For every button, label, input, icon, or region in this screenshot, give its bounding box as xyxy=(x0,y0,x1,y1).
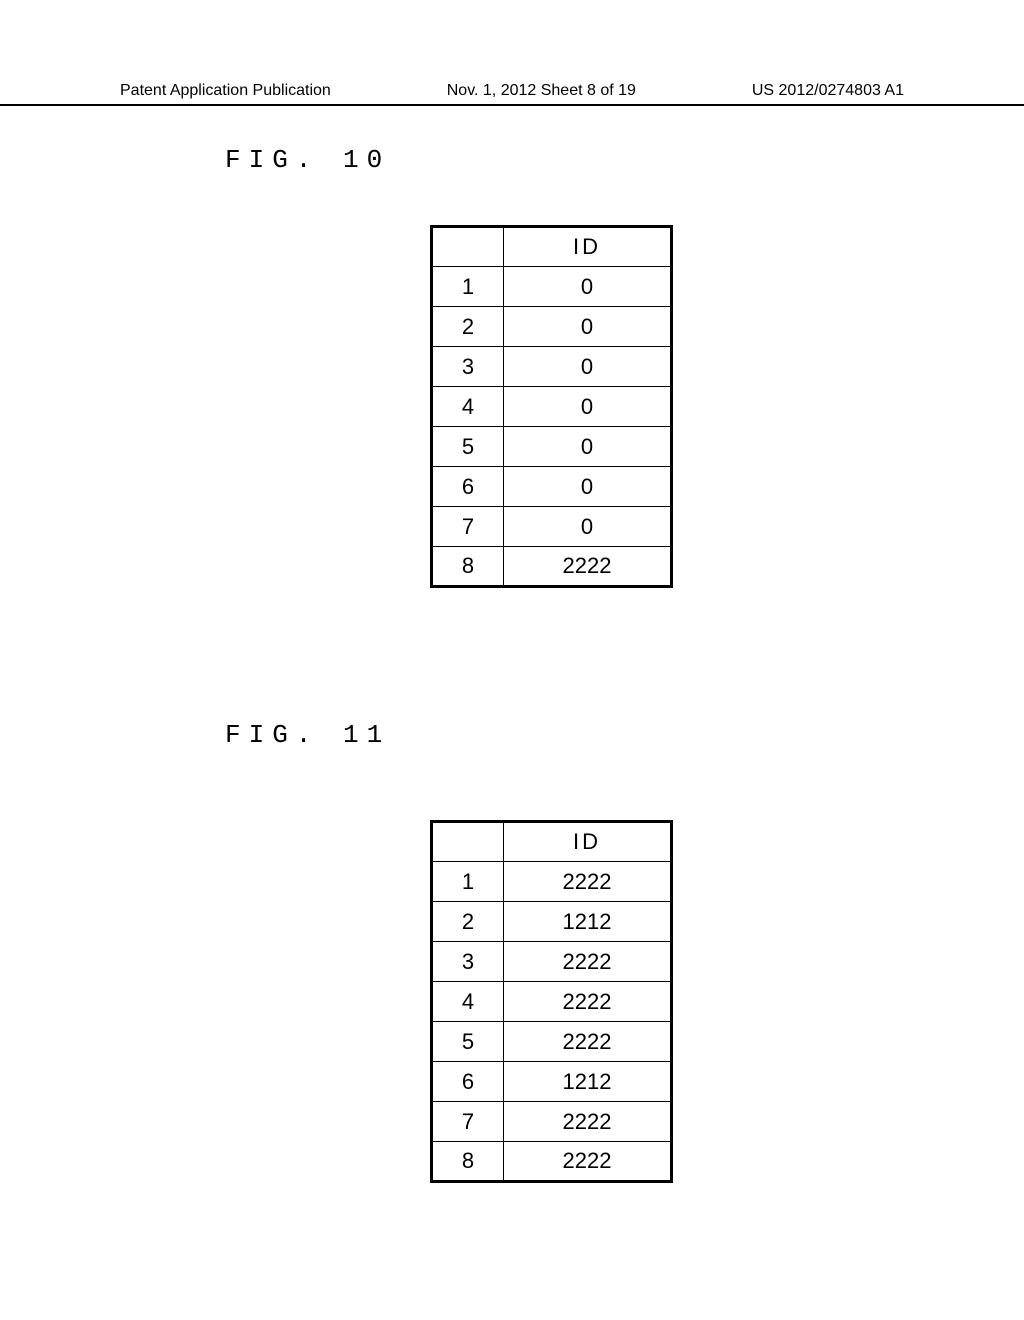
table-cell-index: 5 xyxy=(432,1022,504,1062)
figure-11-label: FIG. 11 xyxy=(225,720,390,750)
table-row: 4 0 xyxy=(432,387,672,427)
table-cell-id: 0 xyxy=(504,507,672,547)
table-cell-id: 1212 xyxy=(504,902,672,942)
table-cell-id: 0 xyxy=(504,347,672,387)
table-cell-index: 2 xyxy=(432,307,504,347)
table-header-index xyxy=(432,227,504,267)
table-cell-index: 8 xyxy=(432,1142,504,1182)
page-header: Patent Application Publication Nov. 1, 2… xyxy=(0,82,1024,106)
table-cell-index: 1 xyxy=(432,267,504,307)
table-header-id: ID xyxy=(504,227,672,267)
table-cell-id: 0 xyxy=(504,387,672,427)
table-row: 5 0 xyxy=(432,427,672,467)
table-cell-index: 5 xyxy=(432,427,504,467)
table-cell-index: 8 xyxy=(432,547,504,587)
table-row: 8 2222 xyxy=(432,1142,672,1182)
table-row: 8 2222 xyxy=(432,547,672,587)
table-cell-id: 2222 xyxy=(504,862,672,902)
header-patent-number: US 2012/0274803 A1 xyxy=(752,82,904,100)
table-row: 2 1212 xyxy=(432,902,672,942)
table-cell-id: 2222 xyxy=(504,1142,672,1182)
table-cell-id: 2222 xyxy=(504,942,672,982)
header-publication: Patent Application Publication xyxy=(120,82,331,100)
table-header-index xyxy=(432,822,504,862)
table-cell-id: 2222 xyxy=(504,1102,672,1142)
table-cell-index: 4 xyxy=(432,387,504,427)
figure-10-label: FIG. 10 xyxy=(225,145,390,175)
table-header-row: ID xyxy=(432,227,672,267)
table-cell-index: 3 xyxy=(432,942,504,982)
table-row: 2 0 xyxy=(432,307,672,347)
header-date-sheet: Nov. 1, 2012 Sheet 8 of 19 xyxy=(447,82,636,100)
table-cell-id: 2222 xyxy=(504,547,672,587)
table-cell-id: 0 xyxy=(504,267,672,307)
table-cell-index: 4 xyxy=(432,982,504,1022)
table-row: 3 2222 xyxy=(432,942,672,982)
table-cell-index: 1 xyxy=(432,862,504,902)
table-cell-index: 6 xyxy=(432,1062,504,1102)
table-cell-index: 3 xyxy=(432,347,504,387)
table-cell-id: 0 xyxy=(504,307,672,347)
table-cell-index: 7 xyxy=(432,1102,504,1142)
table-row: 3 0 xyxy=(432,347,672,387)
table-row: 1 2222 xyxy=(432,862,672,902)
table-row: 6 0 xyxy=(432,467,672,507)
table-header-row: ID xyxy=(432,822,672,862)
table-row: 7 0 xyxy=(432,507,672,547)
table-row: 6 1212 xyxy=(432,1062,672,1102)
table-cell-id: 2222 xyxy=(504,1022,672,1062)
table-row: 1 0 xyxy=(432,267,672,307)
table-row: 7 2222 xyxy=(432,1102,672,1142)
table-cell-id: 2222 xyxy=(504,982,672,1022)
table-cell-id: 0 xyxy=(504,467,672,507)
figure-11-table: ID 1 2222 2 1212 3 2222 4 2222 5 2222 6 … xyxy=(430,820,673,1183)
table-cell-index: 7 xyxy=(432,507,504,547)
table-row: 5 2222 xyxy=(432,1022,672,1062)
table-cell-id: 0 xyxy=(504,427,672,467)
table-cell-id: 1212 xyxy=(504,1062,672,1102)
table-row: 4 2222 xyxy=(432,982,672,1022)
table-header-id: ID xyxy=(504,822,672,862)
figure-10-table: ID 1 0 2 0 3 0 4 0 5 0 6 0 7 0 8 2222 xyxy=(430,225,673,588)
table-cell-index: 2 xyxy=(432,902,504,942)
table-cell-index: 6 xyxy=(432,467,504,507)
